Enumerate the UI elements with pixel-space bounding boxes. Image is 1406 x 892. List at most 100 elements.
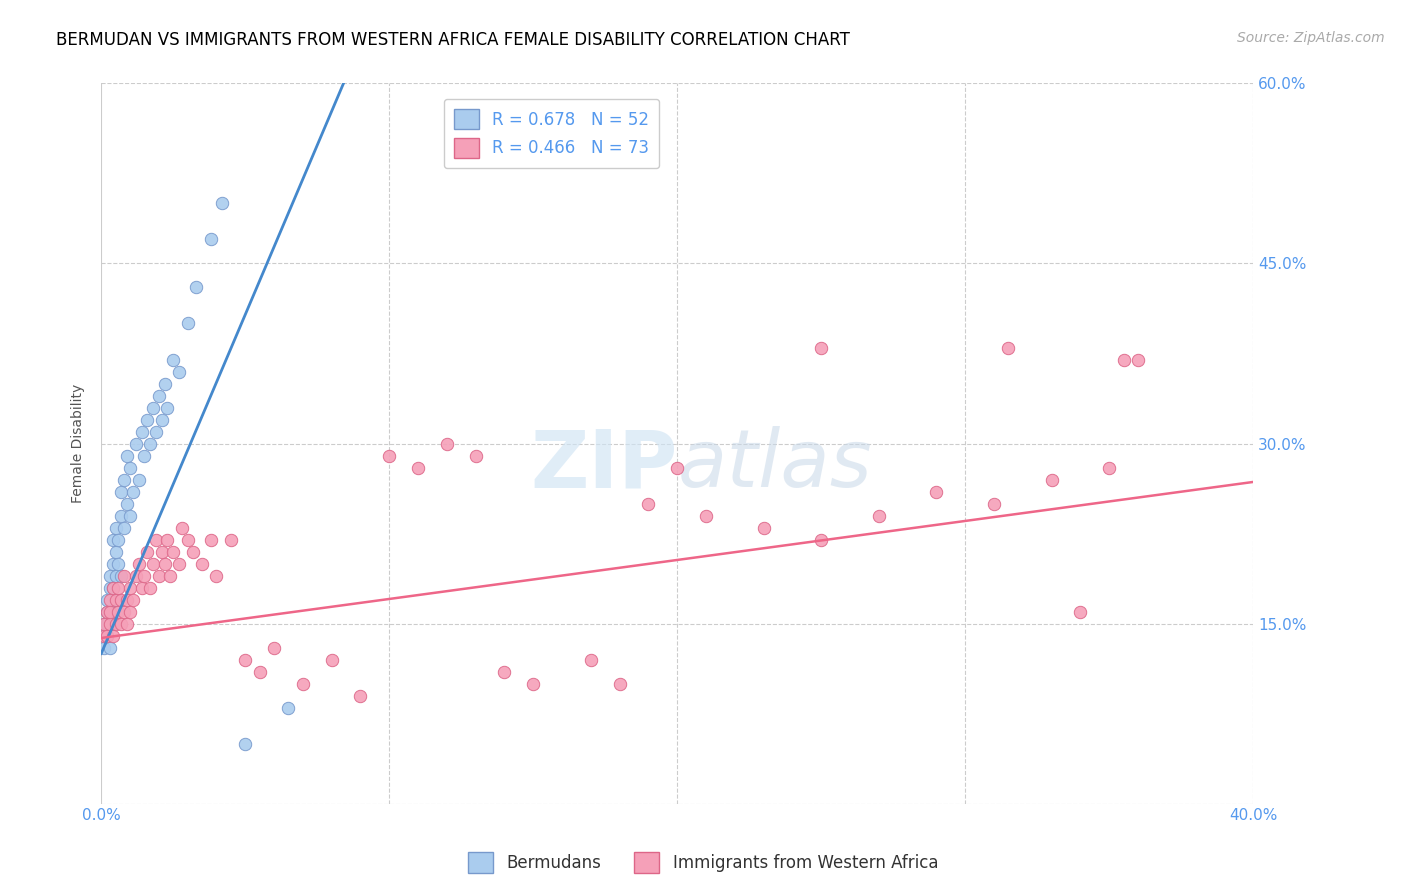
Point (131, 425, 153, 439)
Point (110, 616, 132, 631)
Point (183, 544, 205, 558)
Point (101, 581, 124, 595)
Point (136, 412, 159, 426)
Point (104, 592, 127, 607)
Point (997, 341, 1019, 355)
Point (153, 376, 176, 391)
Point (128, 557, 150, 571)
Point (112, 520, 135, 534)
Point (101, 629, 124, 643)
Point (107, 592, 129, 607)
Point (128, 473, 150, 487)
Point (115, 449, 138, 463)
Point (125, 436, 148, 450)
Point (695, 508, 717, 523)
Point (93, 616, 115, 631)
Point (211, 196, 233, 211)
Point (1112, 352, 1135, 367)
Point (249, 665, 271, 679)
Point (134, 568, 156, 582)
Point (176, 317, 198, 331)
Point (131, 581, 153, 595)
Legend: R = 0.678   N = 52, R = 0.466   N = 73: R = 0.678 N = 52, R = 0.466 N = 73 (444, 99, 659, 168)
Point (118, 605, 141, 619)
Point (110, 508, 132, 523)
Point (170, 520, 193, 534)
Point (159, 568, 181, 582)
Point (810, 341, 832, 355)
Point (98, 581, 121, 595)
Point (98, 605, 121, 619)
Point (277, 700, 299, 714)
Point (145, 425, 167, 439)
Text: Source: ZipAtlas.com: Source: ZipAtlas.com (1237, 31, 1385, 45)
Point (205, 568, 228, 582)
Point (110, 592, 132, 607)
Point (136, 544, 159, 558)
Point (112, 605, 135, 619)
Point (96, 605, 118, 619)
Point (104, 520, 127, 534)
Point (522, 676, 544, 690)
Point (107, 605, 129, 619)
Point (156, 401, 179, 415)
Point (101, 616, 124, 631)
Point (93, 629, 115, 643)
Point (104, 568, 127, 582)
Point (142, 557, 165, 571)
Point (115, 616, 138, 631)
Point (122, 592, 145, 607)
Point (436, 436, 458, 450)
Point (98, 592, 121, 607)
Point (666, 460, 689, 475)
Point (96, 616, 118, 631)
Point (148, 568, 170, 582)
Point (464, 449, 486, 463)
Point (98, 640, 121, 655)
Point (233, 737, 256, 751)
Point (101, 557, 124, 571)
Point (98, 605, 121, 619)
Point (167, 364, 190, 378)
Point (107, 533, 129, 547)
Point (1126, 352, 1149, 367)
Point (1040, 473, 1063, 487)
Point (200, 533, 222, 547)
Point (104, 605, 127, 619)
Point (96, 629, 118, 643)
Point (93, 640, 115, 655)
Point (983, 497, 1005, 511)
Point (96, 629, 118, 643)
Point (118, 581, 141, 595)
Point (98, 616, 121, 631)
Point (579, 652, 602, 666)
Point (145, 533, 167, 547)
Point (104, 544, 127, 558)
Point (191, 557, 214, 571)
Point (406, 460, 429, 475)
Point (110, 568, 132, 582)
Point (93, 629, 115, 643)
Point (263, 640, 285, 655)
Point (150, 412, 173, 426)
Point (96, 592, 118, 607)
Point (118, 460, 141, 475)
Point (112, 473, 135, 487)
Text: ZIP: ZIP (530, 426, 678, 504)
Point (810, 533, 832, 547)
Point (122, 484, 145, 499)
Point (142, 401, 165, 415)
Point (101, 533, 124, 547)
Point (1069, 605, 1091, 619)
Point (156, 533, 179, 547)
Point (107, 557, 129, 571)
Point (104, 616, 127, 631)
Point (752, 520, 775, 534)
Point (110, 484, 132, 499)
Text: BERMUDAN VS IMMIGRANTS FROM WESTERN AFRICA FEMALE DISABILITY CORRELATION CHART: BERMUDAN VS IMMIGRANTS FROM WESTERN AFRI… (56, 31, 851, 49)
Point (115, 497, 138, 511)
Point (868, 508, 890, 523)
Point (321, 652, 343, 666)
Point (609, 676, 631, 690)
Point (200, 232, 222, 246)
